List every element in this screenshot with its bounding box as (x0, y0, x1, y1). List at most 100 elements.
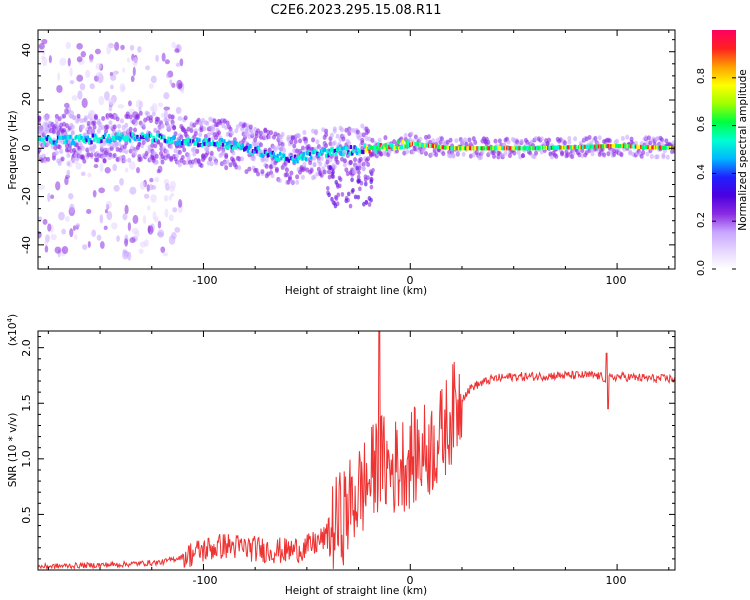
spectrogram-ridge (107, 134, 111, 139)
spectrogram-speckle (149, 106, 155, 112)
spectrogram-band (554, 153, 559, 159)
spectrogram-tail (358, 186, 362, 192)
spectrogram-speckle (163, 109, 168, 120)
spectrogram-band (287, 176, 292, 182)
spectrogram-speckle (104, 167, 111, 174)
spectrogram-band (584, 150, 589, 156)
spectrogram-ridge (419, 142, 422, 147)
spectrogram-ridge (167, 136, 170, 141)
spectrogram-ridge (422, 143, 426, 148)
spectrogram-band (264, 157, 269, 163)
spectrogram-ridge (573, 145, 576, 150)
spectrogram-ridge (303, 156, 307, 161)
spectrogram-speckle (99, 162, 104, 173)
spectrogram-ridge (339, 150, 343, 155)
spectrogram-ridge (242, 147, 246, 152)
spectrogram-ridge (101, 135, 104, 140)
spectrogram-ridge (383, 145, 386, 150)
spectrogram-ridge (218, 141, 221, 146)
spectrogram-ridge (86, 135, 90, 140)
spectrogram-ridge (365, 145, 369, 150)
spectrogram-ridge (317, 152, 320, 157)
spectrogram-tail (336, 192, 341, 198)
spectrogram-band (261, 132, 266, 138)
spectrogram-ridge (130, 132, 133, 137)
spectrogram-ridge (400, 145, 403, 150)
spectrogram-ridge (287, 158, 291, 163)
spectrogram-ridge (528, 146, 531, 151)
spectrogram-ridge (571, 145, 575, 150)
spectrogram-ridge (651, 145, 654, 150)
spectrogram-ridge (555, 145, 559, 150)
spectrogram-ridge (463, 146, 467, 151)
spectrogram-ridge (631, 144, 634, 149)
spectrogram-band (117, 141, 122, 147)
spectrogram-ridge (266, 153, 269, 158)
spectrogram-speckle (152, 211, 157, 221)
spectrogram-ridge (322, 148, 325, 153)
spectrogram-band (66, 161, 71, 167)
spectrogram-ridge (532, 146, 535, 151)
spectrogram-band (109, 114, 114, 120)
spectrogram-speckle (94, 48, 101, 55)
spectrogram-ridge (538, 146, 541, 151)
spectrogram-ridge (156, 132, 159, 137)
spectrogram-speckle (128, 161, 136, 170)
spectrogram-band (92, 144, 97, 150)
spectrogram-speckle (149, 177, 154, 183)
spectrogram-ridge (220, 138, 224, 143)
spectrogram-speckle (132, 214, 139, 224)
spectrogram-ridge (575, 145, 578, 150)
spectrogram-ridge (492, 146, 495, 151)
spectrogram-band (607, 138, 612, 144)
spectrogram-band (645, 151, 650, 157)
spectrogram-ridge (385, 146, 389, 151)
spectrogram-ridge (553, 145, 556, 150)
spectrogram-tail (336, 184, 340, 189)
spectrogram-band (182, 147, 187, 153)
spectrogram-band (383, 135, 388, 141)
spectrogram-ridge (384, 142, 387, 147)
spectrogram-band (164, 149, 169, 155)
spectrogram-band (602, 152, 607, 158)
spectrogram-band (216, 130, 221, 136)
spectrogram-band (228, 126, 233, 132)
spectrogram-ridge (104, 132, 107, 137)
spectrogram-ridge (221, 142, 225, 147)
spectrogram-band (125, 114, 130, 120)
spectrogram-band (225, 120, 230, 126)
spectrogram-speckle (56, 85, 63, 93)
spectrogram-ridge (272, 152, 276, 157)
spectrogram-band (312, 162, 317, 168)
spectrogram-ridge (642, 144, 645, 149)
spectrogram-ridge (142, 135, 145, 140)
spectrogram-band (144, 151, 149, 157)
spectrogram-speckle (138, 106, 142, 112)
spectrogram-ridge (412, 141, 416, 146)
spectrogram-ridge (207, 138, 210, 143)
spectrogram-speckle (145, 65, 151, 71)
spectrogram-speckle (48, 55, 52, 64)
spectrogram-band (497, 138, 502, 144)
spectrogram-speckle (148, 83, 154, 89)
spectrogram-ridge (305, 157, 308, 162)
spectrogram-speckle (161, 52, 166, 62)
spectrogram-speckle (50, 233, 57, 241)
spectrogram-ridge (586, 144, 590, 149)
spectrogram-speckle (156, 169, 161, 174)
spectrogram-band (274, 168, 279, 174)
spectrogram-band (177, 162, 182, 168)
spectrogram-band (141, 140, 146, 146)
spectrogram-ridge (131, 132, 134, 137)
spectrogram-ridge (647, 145, 650, 150)
spectrogram-speckle (168, 235, 176, 245)
spectrogram-band (76, 113, 81, 119)
spectrogram-heatmap (38, 38, 675, 261)
spectrogram-band (493, 138, 498, 144)
spectrogram-band (250, 130, 255, 136)
spectrogram-band (358, 132, 363, 138)
bottom-y-tick-label: 0.5 (20, 506, 33, 524)
spectrogram-ridge (442, 145, 446, 150)
spectrogram-ridge (648, 145, 652, 150)
spectrogram-ridge (481, 146, 484, 151)
